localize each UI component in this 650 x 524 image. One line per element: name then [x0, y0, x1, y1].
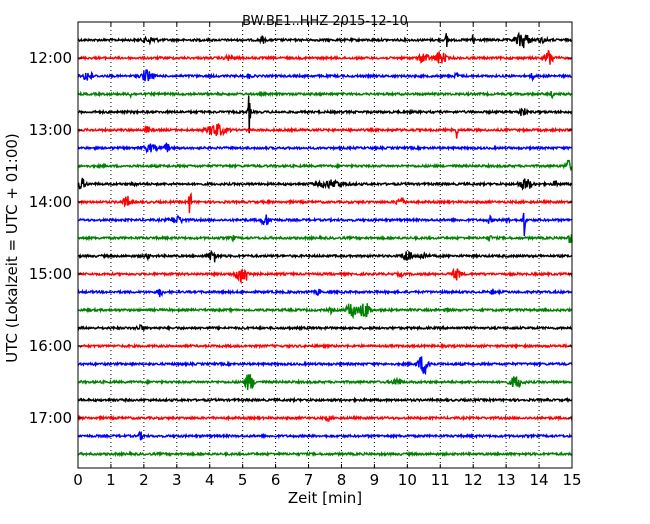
x-tick-label: 8	[337, 471, 347, 489]
trace-line-1330	[77, 159, 573, 172]
trace-line-1515	[77, 288, 573, 298]
trace-line-1545	[77, 323, 573, 333]
x-tick-label: 3	[172, 471, 182, 489]
tick-layer: 0 1 2 3 4 5 6 7 8 9 10 11 12 13 14 1512:0013:0014:0015:…	[29, 22, 582, 489]
x-tick-label: 0	[73, 471, 83, 489]
y-axis-label: UTC (Lokalzeit = UTC + 01:00)	[3, 133, 21, 363]
x-tick-label: 2	[139, 471, 149, 489]
trace-line-1415	[77, 212, 573, 237]
trace-line-1530	[77, 303, 573, 320]
trace-line-1700	[77, 414, 573, 423]
trace-line-1300	[77, 123, 573, 139]
trace-line-1245	[77, 95, 573, 134]
trace-line-1230	[77, 90, 573, 100]
x-tick-label: 4	[205, 471, 215, 489]
y-tick-label: 15:00	[29, 265, 72, 283]
plot-frame	[77, 21, 573, 469]
trace-line-1315	[77, 142, 573, 155]
y-tick-label: 17:00	[29, 409, 72, 427]
trace-line-1215	[77, 69, 573, 83]
trace-line-1730	[77, 450, 573, 458]
x-axis-label: Zeit [min]	[288, 489, 362, 507]
trace-line-1145	[77, 31, 573, 49]
x-tick-label: 14	[530, 471, 549, 489]
x-tick-label: 9	[370, 471, 380, 489]
x-tick-label: 6	[271, 471, 281, 489]
y-tick-label: 13:00	[29, 121, 72, 139]
trace-line-1345	[77, 177, 573, 191]
trace-line-1630	[77, 374, 573, 391]
x-tick-label: 10	[398, 471, 417, 489]
y-tick-label: 14:00	[29, 193, 72, 211]
trace-line-1645	[77, 396, 573, 404]
trace-line-1500	[77, 267, 573, 285]
trace-line-1715	[77, 430, 573, 441]
trace-line-1445	[77, 249, 573, 263]
trace-line-1430	[77, 234, 573, 244]
x-tick-label: 15	[562, 471, 581, 489]
x-tick-label: 13	[497, 471, 516, 489]
y-tick-label: 16:00	[29, 337, 72, 355]
trace-layer	[77, 31, 573, 458]
x-tick-label: 12	[464, 471, 483, 489]
trace-line-1615	[77, 356, 573, 376]
x-tick-label: 1	[106, 471, 116, 489]
trace-line-1600	[77, 342, 573, 350]
y-tick-label: 12:00	[29, 49, 72, 67]
x-tick-label: 11	[431, 471, 450, 489]
trace-line-1400	[77, 192, 573, 214]
x-tick-label: 5	[238, 471, 248, 489]
x-tick-label: 7	[304, 471, 314, 489]
trace-line-1200	[77, 50, 573, 65]
